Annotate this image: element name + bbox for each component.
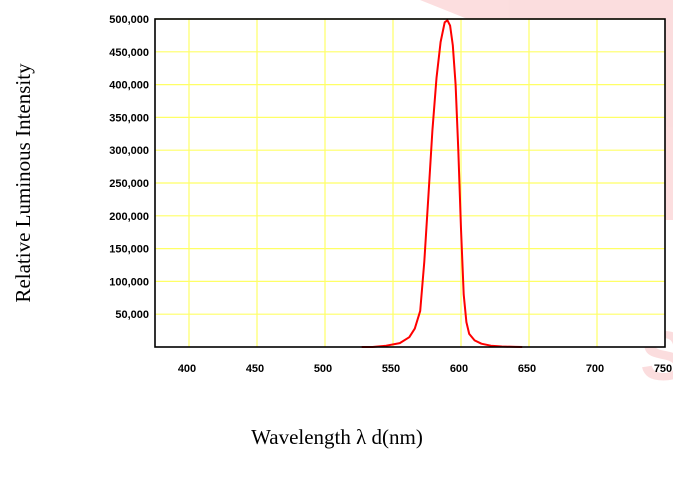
x-tick-label: 600 bbox=[450, 363, 468, 375]
y-axis-label: Relative Luminous Intensity bbox=[11, 63, 35, 303]
x-axis-label: Wavelength λ d(nm) bbox=[251, 425, 423, 449]
x-tick-label: 450 bbox=[246, 363, 264, 375]
y-tick-label: 300,000 bbox=[109, 145, 149, 157]
y-tick-label: 250,000 bbox=[109, 178, 149, 190]
y-tick-label: 400,000 bbox=[109, 80, 149, 92]
grid bbox=[155, 18, 665, 347]
y-tick-label: 200,000 bbox=[109, 211, 149, 223]
x-tick-label: 650 bbox=[518, 363, 536, 375]
x-tick-label: 500 bbox=[314, 363, 332, 375]
x-tick-label: 700 bbox=[586, 363, 604, 375]
x-tick-label: 400 bbox=[178, 363, 196, 375]
y-tick-label: 150,000 bbox=[109, 244, 149, 256]
y-tick-label: 350,000 bbox=[109, 112, 149, 124]
series-layer bbox=[361, 19, 523, 348]
y-tick-label: 100,000 bbox=[109, 276, 149, 288]
y-tick-label: 450,000 bbox=[109, 47, 149, 59]
plot-frame bbox=[154, 18, 666, 348]
y-tick-labels: 50,000 100,000 150,000 200,000 250,000 300,00… bbox=[109, 14, 149, 321]
y-tick-label: 500,000 bbox=[109, 14, 149, 26]
series-line bbox=[361, 19, 523, 348]
x-tick-label: 550 bbox=[382, 363, 400, 375]
x-tick-labels: 400 450 500 550 600 650 700 750 bbox=[178, 363, 672, 375]
y-tick-label: 50,000 bbox=[115, 309, 149, 321]
x-tick-label: 750 bbox=[654, 363, 672, 375]
